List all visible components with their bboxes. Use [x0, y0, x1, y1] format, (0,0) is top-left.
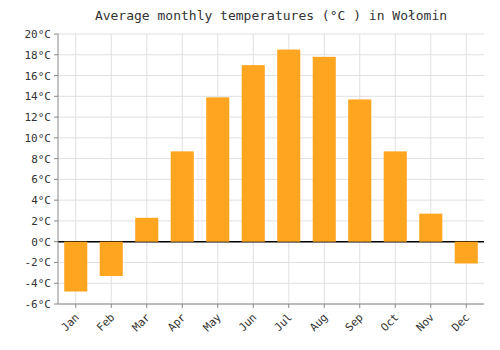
y-grid-line	[58, 304, 484, 305]
x-tick-label: Sep	[343, 311, 366, 334]
bar	[455, 242, 478, 264]
title: Average monthly temperatures (°C ) in Wo…	[95, 8, 447, 23]
y-grid-line	[58, 96, 484, 97]
bar	[206, 97, 229, 241]
x-tick	[430, 304, 431, 308]
y-grid-line	[58, 283, 484, 284]
bar	[100, 242, 123, 276]
x-tick-label: May	[201, 311, 225, 335]
x-axis-line	[58, 304, 484, 305]
x-tick-label: Nov	[414, 311, 438, 335]
y-tick-label: 20°C	[25, 28, 52, 41]
bar	[171, 151, 194, 241]
y-tick-label: 18°C	[25, 49, 52, 62]
y-tick	[54, 200, 58, 201]
x-tick-label: Dec	[449, 311, 472, 334]
x-tick	[253, 304, 254, 308]
y-tick-label: -6°C	[25, 298, 52, 311]
x-tick-label: Jun	[236, 311, 259, 334]
x-grid-line	[146, 34, 147, 304]
y-grid-line	[58, 75, 484, 76]
y-grid-line	[58, 34, 484, 35]
y-tick	[54, 75, 58, 76]
x-tick	[395, 304, 396, 308]
y-grid-line	[58, 158, 484, 159]
x-tick-label: Feb	[94, 311, 117, 334]
y-tick	[54, 179, 58, 180]
y-tick-label: -2°C	[25, 256, 52, 269]
y-tick-label: -4°C	[25, 277, 52, 290]
chart: Average monthly temperatures (°C ) in Wo…	[0, 0, 500, 350]
y-grid-line	[58, 179, 484, 180]
y-tick	[54, 54, 58, 55]
bar	[64, 242, 87, 292]
bar	[348, 99, 371, 241]
y-tick	[54, 304, 58, 305]
x-tick-label: Mar	[130, 311, 154, 335]
y-grid-line	[58, 117, 484, 118]
grid	[58, 34, 484, 304]
y-tick	[54, 96, 58, 97]
bar	[242, 65, 265, 242]
x-tick	[182, 304, 183, 308]
y-tick-label: 14°C	[25, 90, 52, 103]
y-tick	[54, 283, 58, 284]
y-tick-label: 6°C	[31, 173, 51, 186]
y-tick-label: 16°C	[25, 70, 52, 83]
y-tick	[54, 117, 58, 118]
y-axis-line	[58, 34, 59, 304]
bar	[313, 57, 336, 242]
x-grid-line	[430, 34, 431, 304]
x-tick	[359, 304, 360, 308]
y-tick	[54, 34, 58, 35]
y-tick	[54, 241, 58, 242]
bar	[135, 218, 158, 242]
y-tick-label: 2°C	[31, 215, 51, 228]
y-tick-label: 8°C	[31, 153, 51, 166]
y-tick-label: 4°C	[31, 194, 51, 207]
x-tick	[288, 304, 289, 308]
bar	[277, 50, 300, 242]
y-tick	[54, 220, 58, 221]
y-tick-label: 10°C	[25, 132, 52, 145]
y-tick-label: 12°C	[25, 111, 52, 124]
x-tick-label: Apr	[165, 311, 189, 335]
y-grid-line	[58, 200, 484, 201]
x-tick	[146, 304, 147, 308]
x-tick	[324, 304, 325, 308]
y-tick	[54, 158, 58, 159]
y-grid-line	[58, 54, 484, 55]
y-grid-line	[58, 137, 484, 138]
x-tick-label: Oct	[378, 311, 401, 334]
x-tick	[466, 304, 467, 308]
y-tick-label: 0°C	[31, 236, 51, 249]
bar	[419, 214, 442, 242]
axes: -6°C -4°C -2°C 0°C 2°C 4°C 6°C 8°C 10°C 12°C 14°C 1…	[25, 28, 485, 334]
x-tick	[75, 304, 76, 308]
bar	[384, 151, 407, 241]
y-tick	[54, 262, 58, 263]
y-tick	[54, 137, 58, 138]
x-tick-label: Jul	[272, 311, 295, 334]
bars	[64, 50, 478, 292]
x-tick-label: Aug	[307, 311, 330, 334]
x-tick-label: Jan	[59, 311, 82, 334]
x-tick	[111, 304, 112, 308]
x-tick	[217, 304, 218, 308]
